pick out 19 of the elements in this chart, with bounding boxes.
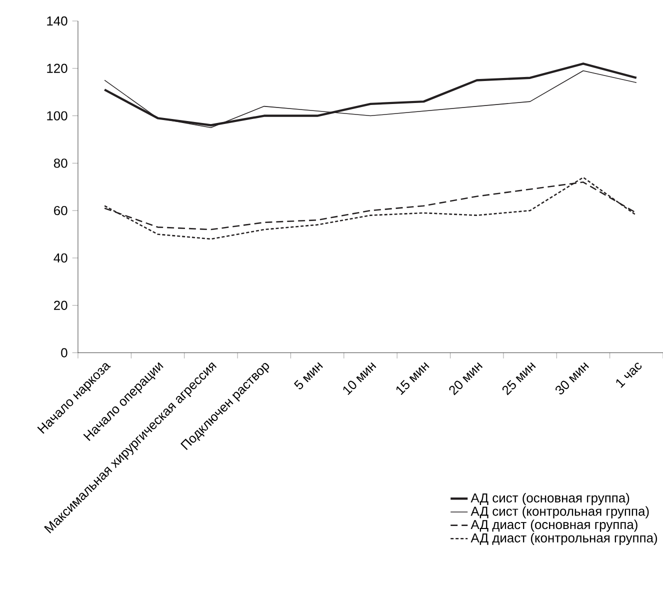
- y-tick-label: 100: [47, 111, 68, 120]
- x-tick-label: 10 мин: [343, 362, 376, 396]
- x-tick-label: 25 мин: [502, 362, 536, 396]
- x-tick-label: 5 мин: [294, 362, 323, 390]
- x-tick-label: 15 мин: [396, 362, 430, 395]
- x-tick-label: 20 мин: [449, 362, 483, 396]
- y-tick-label: 0: [61, 348, 68, 358]
- legend-label: АД сист (основная группа): [470, 492, 630, 506]
- legend-label: АД диаст (контрольная группа): [470, 532, 658, 546]
- y-tick-label: 140: [47, 16, 68, 26]
- legend-label: АД диаст (основная группа): [470, 520, 638, 532]
- x-tick-label: 1 час: [616, 362, 642, 388]
- legend-label: АД сист (контрольная группа): [470, 506, 649, 518]
- y-tick-label: 60: [54, 206, 68, 216]
- y-tick-label: 120: [47, 64, 68, 73]
- y-tick-label: 40: [54, 253, 68, 263]
- y-tick-label: 80: [54, 158, 68, 168]
- y-tick-label: 20: [54, 300, 68, 310]
- x-tick-label: 30 мин: [556, 362, 589, 394]
